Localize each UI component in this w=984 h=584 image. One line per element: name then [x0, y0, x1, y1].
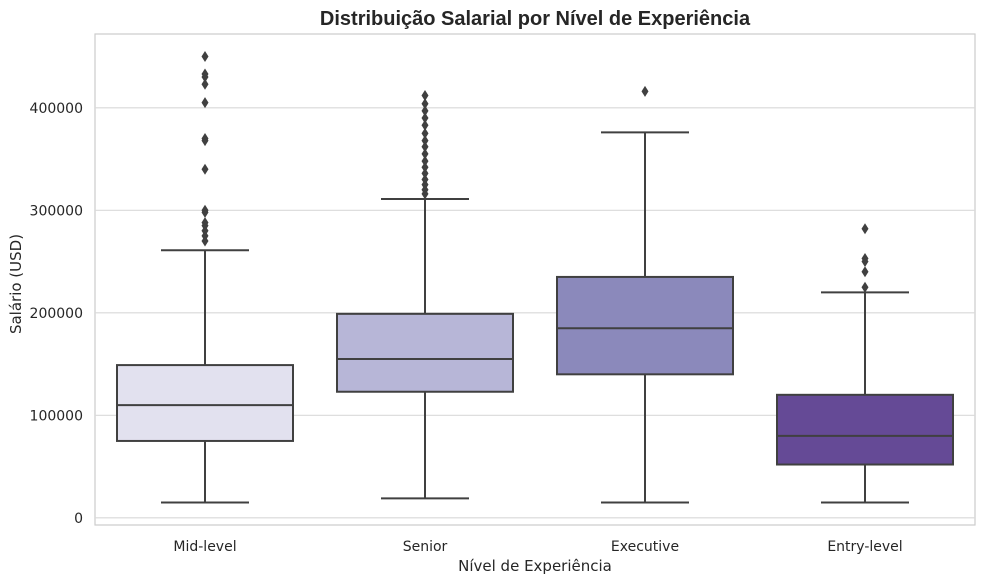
outlier-point — [861, 281, 869, 293]
outlier-point — [201, 78, 209, 90]
box-series — [116, 51, 954, 504]
outlier-point — [201, 51, 209, 63]
outlier-point — [201, 133, 209, 145]
y-tick-label: 200000 — [30, 306, 83, 322]
y-tick-label: 100000 — [30, 408, 83, 424]
outlier-point — [421, 174, 429, 186]
x-tick-label: Executive — [611, 539, 679, 555]
outlier-point — [861, 223, 869, 235]
outlier-point — [421, 112, 429, 124]
box-group — [776, 223, 954, 504]
outlier-point — [421, 135, 429, 147]
outlier-point — [421, 148, 429, 160]
y-tick-label: 400000 — [30, 101, 83, 117]
outlier-point — [201, 163, 209, 175]
y-tick-label: 0 — [74, 511, 83, 527]
outlier-point — [201, 97, 209, 109]
outlier-point — [201, 217, 209, 229]
y-axis-label: Salário (USD) — [7, 234, 25, 334]
outlier-point — [421, 119, 429, 131]
outlier-point — [861, 266, 869, 278]
iqr-box — [776, 393, 954, 466]
outlier-point — [201, 68, 209, 80]
chart-title: Distribuição Salarial por Nível de Exper… — [320, 8, 751, 30]
box-group — [336, 90, 514, 500]
x-axis-label: Nível de Experiência — [458, 557, 612, 575]
box-group — [116, 51, 294, 504]
outlier-point — [421, 161, 429, 173]
iqr-box — [556, 275, 734, 376]
x-tick-label: Entry-level — [827, 539, 902, 555]
iqr-box — [116, 364, 294, 442]
outlier-point — [421, 105, 429, 117]
outlier-point — [421, 155, 429, 167]
iqr-box — [336, 312, 514, 393]
outlier-point — [421, 141, 429, 153]
y-axis-ticks: 0 100000 200000 300000 400000 — [30, 101, 83, 527]
x-axis-ticks: Mid-level Senior Executive Entry-level — [173, 539, 902, 555]
outlier-point — [641, 85, 649, 97]
x-tick-label: Mid-level — [173, 539, 236, 555]
outlier-point — [861, 252, 869, 264]
outlier-point — [421, 90, 429, 102]
outlier-point — [421, 167, 429, 179]
outlier-point — [421, 98, 429, 110]
outlier-point — [201, 204, 209, 216]
x-tick-label: Senior — [403, 539, 448, 555]
y-tick-label: 300000 — [30, 203, 83, 219]
plot-area — [94, 33, 976, 526]
outlier-point — [421, 127, 429, 139]
box-group — [556, 85, 734, 504]
